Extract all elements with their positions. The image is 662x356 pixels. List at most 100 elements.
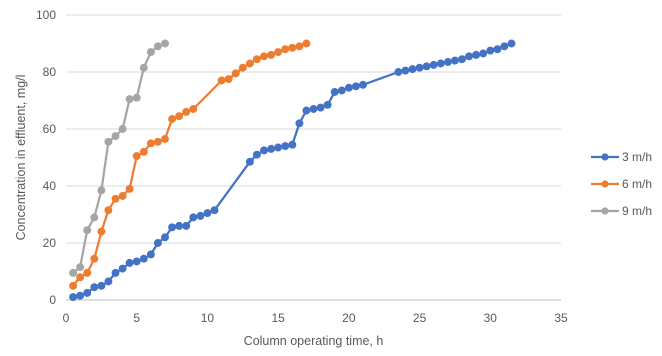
data-point — [161, 233, 169, 242]
data-point — [231, 69, 240, 78]
y-axis-title: Concentration in effluent, mg/l — [14, 75, 28, 241]
legend-marker — [601, 153, 609, 161]
data-point — [401, 66, 410, 75]
data-point — [302, 39, 311, 48]
data-point — [344, 83, 353, 92]
data-point — [267, 50, 276, 59]
data-point — [118, 125, 127, 133]
data-point — [316, 103, 325, 112]
data-point — [260, 146, 268, 155]
data-point — [217, 76, 226, 85]
data-point — [153, 239, 162, 247]
data-point — [238, 63, 247, 72]
data-point — [153, 137, 162, 146]
data-point — [76, 263, 85, 272]
x-tick-label: 20 — [342, 311, 356, 325]
data-point — [118, 264, 127, 273]
legend-item: 6 m/h — [591, 177, 652, 191]
legend-item: 9 m/h — [591, 204, 652, 218]
data-point — [323, 100, 332, 109]
data-point — [104, 277, 113, 286]
data-point — [139, 254, 148, 263]
x-tick-label: 0 — [63, 311, 70, 325]
x-tick-label: 15 — [271, 311, 285, 325]
data-point — [132, 93, 141, 102]
data-point — [394, 68, 403, 76]
data-point — [132, 257, 141, 266]
data-point — [146, 250, 155, 259]
series-line — [72, 42, 166, 274]
data-point — [97, 281, 106, 290]
y-tick-label: 80 — [43, 65, 57, 79]
data-point — [182, 107, 191, 116]
series-3-m-h — [69, 39, 516, 302]
data-point — [472, 50, 481, 59]
legend-marker — [601, 180, 609, 188]
legend: 3 m/h 6 m/h 9 m/h — [591, 150, 652, 218]
data-point — [76, 291, 85, 300]
x-tick-label: 35 — [554, 311, 568, 325]
data-point — [309, 105, 318, 113]
y-tick-label: 40 — [43, 179, 57, 193]
y-tick-label: 20 — [43, 236, 57, 250]
data-point — [288, 140, 297, 149]
data-point — [415, 63, 424, 72]
series-6-m-h — [69, 39, 311, 290]
data-point — [83, 288, 92, 297]
data-point — [281, 45, 290, 54]
data-point — [161, 39, 169, 48]
axes: 0 20 40 60 80 100 0 5 10 15 20 25 30 35 — [36, 8, 568, 325]
data-point — [458, 55, 466, 64]
data-point — [139, 63, 148, 72]
data-point — [111, 268, 120, 277]
data-point — [422, 62, 431, 71]
data-point — [288, 43, 297, 52]
y-tick-label: 60 — [43, 122, 57, 136]
data-point — [443, 58, 452, 66]
data-point — [161, 135, 169, 143]
data-point — [139, 147, 148, 156]
data-point — [153, 42, 162, 51]
data-point — [76, 273, 85, 282]
x-tick-label: 5 — [133, 311, 140, 325]
data-point — [118, 192, 127, 200]
data-point — [97, 227, 106, 236]
data-point — [210, 206, 219, 215]
data-point — [111, 194, 120, 203]
data-point — [83, 226, 92, 235]
x-tick-label: 10 — [201, 311, 215, 325]
data-point — [175, 112, 184, 121]
series-layer — [69, 39, 516, 302]
data-point — [330, 88, 339, 96]
series-9-m-h — [69, 39, 169, 277]
data-point — [189, 213, 198, 222]
data-point — [500, 42, 509, 51]
data-point — [245, 59, 254, 68]
legend-marker — [601, 207, 609, 215]
data-point — [125, 95, 134, 104]
data-point — [479, 49, 488, 58]
data-point — [182, 221, 191, 230]
data-point — [295, 42, 304, 51]
data-point — [97, 186, 106, 195]
data-point — [302, 106, 311, 115]
data-point — [69, 293, 78, 302]
data-point — [224, 75, 233, 84]
legend-label: 6 m/h — [622, 177, 652, 191]
data-point — [90, 213, 99, 222]
data-point — [83, 268, 92, 277]
data-point — [465, 52, 474, 61]
data-point — [69, 268, 78, 277]
data-point — [295, 119, 304, 128]
data-point — [111, 132, 120, 141]
data-point — [189, 105, 198, 113]
data-point — [125, 184, 134, 193]
data-point — [260, 52, 268, 61]
data-point — [486, 46, 495, 55]
data-point — [267, 144, 276, 153]
data-point — [274, 48, 283, 57]
data-point — [90, 283, 99, 292]
legend-item: 3 m/h — [591, 150, 652, 164]
legend-label: 3 m/h — [622, 150, 652, 164]
